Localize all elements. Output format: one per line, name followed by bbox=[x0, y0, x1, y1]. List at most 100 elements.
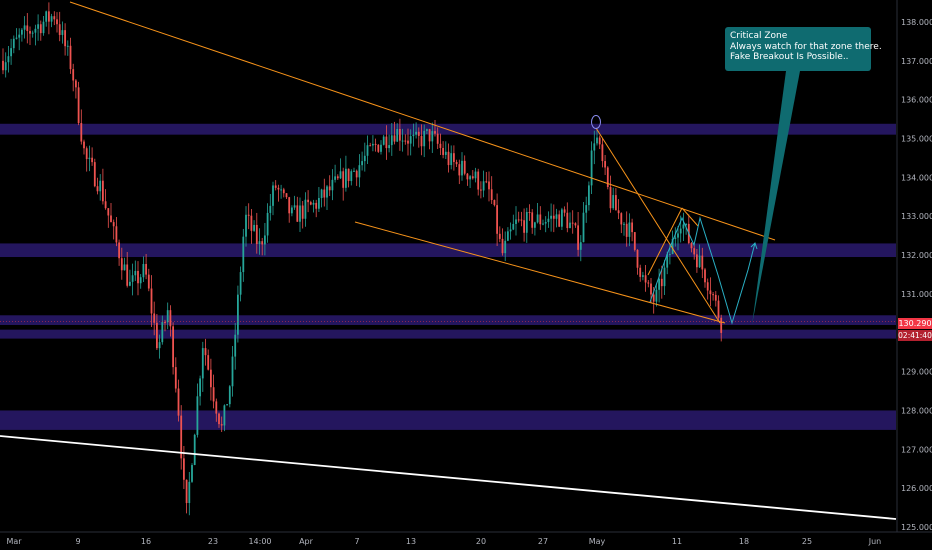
candle-body-231 bbox=[625, 223, 628, 237]
candle-body-187 bbox=[507, 231, 509, 241]
wedge-leg-up bbox=[647, 207, 683, 276]
candle-body-129 bbox=[350, 171, 353, 182]
y-tick-label-4: 134.000 bbox=[901, 173, 932, 182]
candle-body-44 bbox=[120, 258, 123, 271]
x-tick-label-5: Apr bbox=[299, 537, 314, 546]
candle-body-126 bbox=[342, 171, 345, 188]
candle-body-101 bbox=[274, 185, 277, 188]
candle-body-259 bbox=[701, 255, 704, 270]
x-tick-label-7: 13 bbox=[406, 537, 416, 546]
candle-body-158 bbox=[428, 129, 431, 142]
candle-body-137 bbox=[372, 143, 374, 146]
candle-body-47 bbox=[129, 281, 131, 286]
x-tick-label-10: May bbox=[589, 537, 606, 546]
candle-body-239 bbox=[647, 282, 650, 284]
candle-body-106 bbox=[288, 197, 291, 214]
candle-body-241 bbox=[652, 294, 655, 302]
candle-body-123 bbox=[334, 176, 336, 180]
candle-body-124 bbox=[336, 176, 339, 179]
candle-body-52 bbox=[142, 264, 145, 278]
peak-circle-marker bbox=[591, 115, 601, 129]
candle-body-112 bbox=[304, 199, 307, 219]
candle-body-102 bbox=[277, 187, 280, 190]
candle-body-185 bbox=[501, 238, 504, 254]
candle-body-33 bbox=[91, 157, 93, 163]
candle-body-34 bbox=[93, 162, 96, 187]
candle-body-42 bbox=[115, 226, 118, 243]
candle-body-208 bbox=[563, 209, 566, 213]
candle-body-28 bbox=[77, 87, 80, 123]
candle-body-173 bbox=[469, 176, 471, 180]
candle-body-243 bbox=[658, 278, 660, 290]
candle-body-82 bbox=[223, 405, 226, 426]
candle-body-59 bbox=[161, 322, 164, 343]
candle-body-121 bbox=[328, 186, 331, 191]
candle-body-125 bbox=[339, 171, 342, 179]
candle-body-21 bbox=[58, 24, 61, 35]
candle-body-111 bbox=[301, 205, 304, 219]
candle-body-39 bbox=[107, 208, 110, 216]
candle-body-50 bbox=[137, 270, 139, 284]
candle-body-2 bbox=[7, 56, 10, 63]
candle-body-203 bbox=[550, 215, 552, 219]
candle-body-264 bbox=[714, 294, 717, 301]
x-tick-label-14: Jun bbox=[868, 537, 882, 546]
candle-body-73 bbox=[199, 378, 201, 397]
candle-body-193 bbox=[523, 220, 525, 233]
candle-body-218 bbox=[590, 150, 593, 186]
candle-body-98 bbox=[266, 212, 269, 236]
support-line bbox=[0, 435, 897, 520]
y-tick-label-11: 127.000 bbox=[901, 445, 932, 454]
candle-body-145 bbox=[393, 135, 396, 142]
candle-body-115 bbox=[312, 202, 315, 205]
candle-body-181 bbox=[490, 189, 493, 201]
candle-body-160 bbox=[434, 131, 436, 134]
candle-body-32 bbox=[88, 157, 91, 160]
candle-body-67 bbox=[183, 458, 185, 480]
candle-body-110 bbox=[299, 205, 301, 222]
candle-body-48 bbox=[131, 275, 134, 282]
candle-body-202 bbox=[547, 218, 550, 223]
y-tick-label-0: 138.000 bbox=[901, 18, 932, 27]
candle-body-211 bbox=[571, 222, 574, 224]
candle-body-143 bbox=[388, 145, 390, 149]
candle-body-224 bbox=[606, 167, 609, 188]
x-tick-label-9: 27 bbox=[538, 537, 548, 546]
callout-pointer bbox=[752, 71, 800, 325]
candle-body-198 bbox=[536, 214, 539, 223]
candle-body-9 bbox=[26, 25, 29, 32]
candle-body-215 bbox=[582, 212, 585, 243]
candle-body-85 bbox=[231, 356, 234, 387]
candle-body-164 bbox=[444, 151, 447, 155]
candle-body-246 bbox=[666, 254, 669, 268]
candle-body-253 bbox=[685, 223, 687, 225]
candle-body-242 bbox=[655, 289, 658, 302]
critical-zone-callout[interactable]: Critical Zone Always watch for that zone… bbox=[725, 27, 882, 71]
candle-body-228 bbox=[617, 210, 620, 214]
candle-body-37 bbox=[102, 180, 104, 202]
candle-body-13 bbox=[37, 24, 39, 29]
candle-body-140 bbox=[380, 144, 382, 152]
zone-4 bbox=[0, 410, 896, 430]
candle-body-66 bbox=[180, 415, 183, 459]
candle-body-79 bbox=[215, 401, 218, 414]
y-tick-label-9: 129.000 bbox=[901, 368, 932, 377]
candle-body-1 bbox=[4, 62, 7, 71]
candle-body-163 bbox=[442, 147, 444, 155]
candle-body-68 bbox=[185, 479, 188, 504]
candle-body-135 bbox=[366, 145, 369, 156]
candle-body-186 bbox=[504, 240, 507, 254]
candle-body-182 bbox=[493, 200, 496, 206]
candle-body-6 bbox=[18, 34, 21, 38]
candle-body-46 bbox=[126, 264, 129, 286]
candle-body-61 bbox=[166, 310, 169, 323]
candle-body-247 bbox=[669, 254, 671, 256]
candle-body-213 bbox=[577, 225, 579, 250]
forecast-path bbox=[649, 216, 756, 325]
candle-body-180 bbox=[488, 181, 490, 190]
candle-body-89 bbox=[242, 236, 245, 273]
candle-body-69 bbox=[188, 481, 191, 504]
candle-body-166 bbox=[450, 153, 453, 166]
candle-body-53 bbox=[145, 264, 147, 275]
